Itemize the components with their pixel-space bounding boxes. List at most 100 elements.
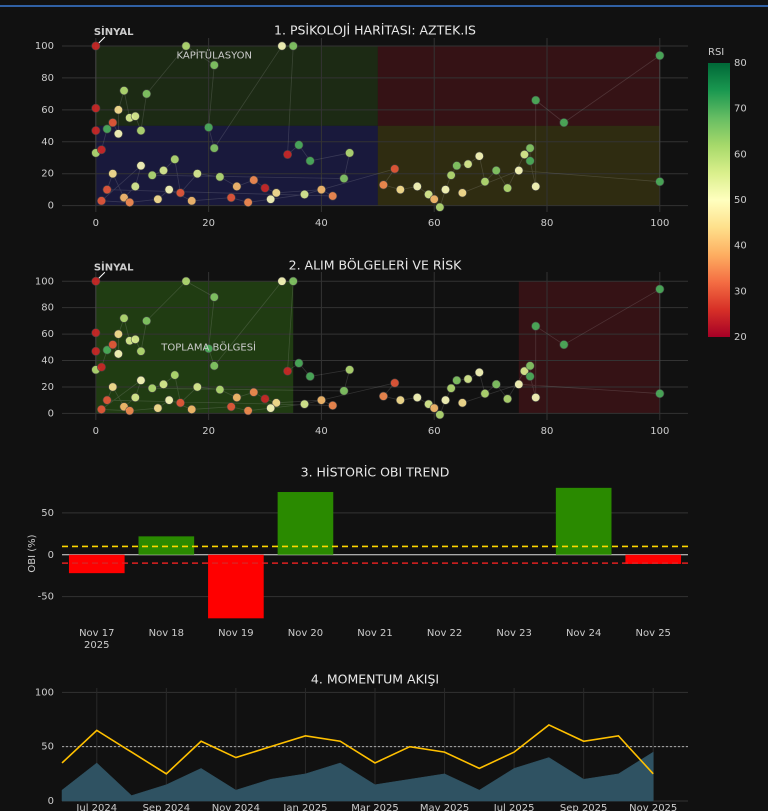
x-tick-label: Sep 2025 [560,803,607,811]
point [435,410,445,420]
point [125,406,135,416]
point [102,345,112,355]
point [108,382,118,392]
x-tick-label: 40 [315,426,328,437]
point [91,41,101,51]
chart-title: 2. ALIM BÖLGELERİ VE RİSK [289,257,463,273]
y-tick-label: 20 [41,382,54,393]
bar [68,554,125,574]
point [108,169,118,179]
point [412,181,422,191]
area [61,751,654,802]
y-tick-label: 0 [48,550,54,561]
bar [208,554,264,619]
y-tick-label: 60 [41,105,54,116]
point [474,367,484,377]
colorbar-tick-label: 40 [734,241,747,252]
x-tick-label: 100 [650,426,669,437]
point [266,403,276,413]
point [559,118,569,128]
point [266,194,276,204]
point [457,398,467,408]
point [288,276,298,286]
point [136,161,146,171]
zone [518,281,660,414]
x-tick-label: 60 [428,218,441,229]
point [395,185,405,195]
point [243,406,253,416]
x-tick-label: 20 [202,218,215,229]
point [215,385,225,395]
point [226,402,236,412]
point [345,365,355,375]
point [446,383,456,393]
point [96,196,106,206]
y-tick-label: 0 [48,796,54,807]
point [147,383,157,393]
point [96,404,106,414]
point [113,105,123,115]
point [435,202,445,212]
x-tick-label: Jul 2025 [493,803,535,811]
point [136,346,146,356]
x-tick-label: Nov 23 [496,628,531,639]
point [525,371,535,381]
point [655,389,665,399]
point [328,191,338,201]
point [130,393,140,403]
point [209,60,219,70]
trail-line [95,280,661,416]
point [130,111,140,121]
y-tick-label: 100 [35,41,54,52]
point [130,181,140,191]
point [91,126,101,136]
y-tick-label: 0 [48,408,54,419]
point [378,180,388,190]
point [136,126,146,136]
colorbar [708,63,730,337]
point [108,340,118,350]
point [96,362,106,372]
point [125,197,135,207]
point [215,172,225,182]
point [209,143,219,153]
point [452,161,462,171]
x-tick-label: Nov 2024 [212,803,260,811]
point [164,185,174,195]
point [531,321,541,331]
point [412,393,422,403]
point [474,151,484,161]
point [283,150,293,160]
point [159,379,169,389]
zone [377,45,660,126]
point [457,188,467,198]
y-tick-label: 20 [41,169,54,180]
point [91,346,101,356]
zone [95,45,378,126]
x-tick-label: Jul 2024 [75,803,117,811]
point [283,366,293,376]
x-tick-label: Mar 2025 [351,803,399,811]
point [305,156,315,166]
point [514,379,524,389]
annotation: SİNYAL [94,24,134,38]
point [491,379,501,389]
x-tick-label: Nov 2025 [629,803,677,811]
x-tick-label: Nov 17 [79,628,114,639]
point [226,193,236,203]
point [463,374,473,384]
point [170,154,180,164]
point [339,386,349,396]
x-tick-label: Nov 21 [357,628,392,639]
point [204,122,214,132]
point [525,143,535,153]
point [142,89,152,99]
point [102,395,112,405]
bar [555,487,612,555]
x-tick-label: Nov 22 [427,628,462,639]
annotation: KAPİTÜLASYON [176,49,252,62]
bar [277,492,334,555]
y-tick-label: 60 [41,329,54,340]
point [519,366,529,376]
